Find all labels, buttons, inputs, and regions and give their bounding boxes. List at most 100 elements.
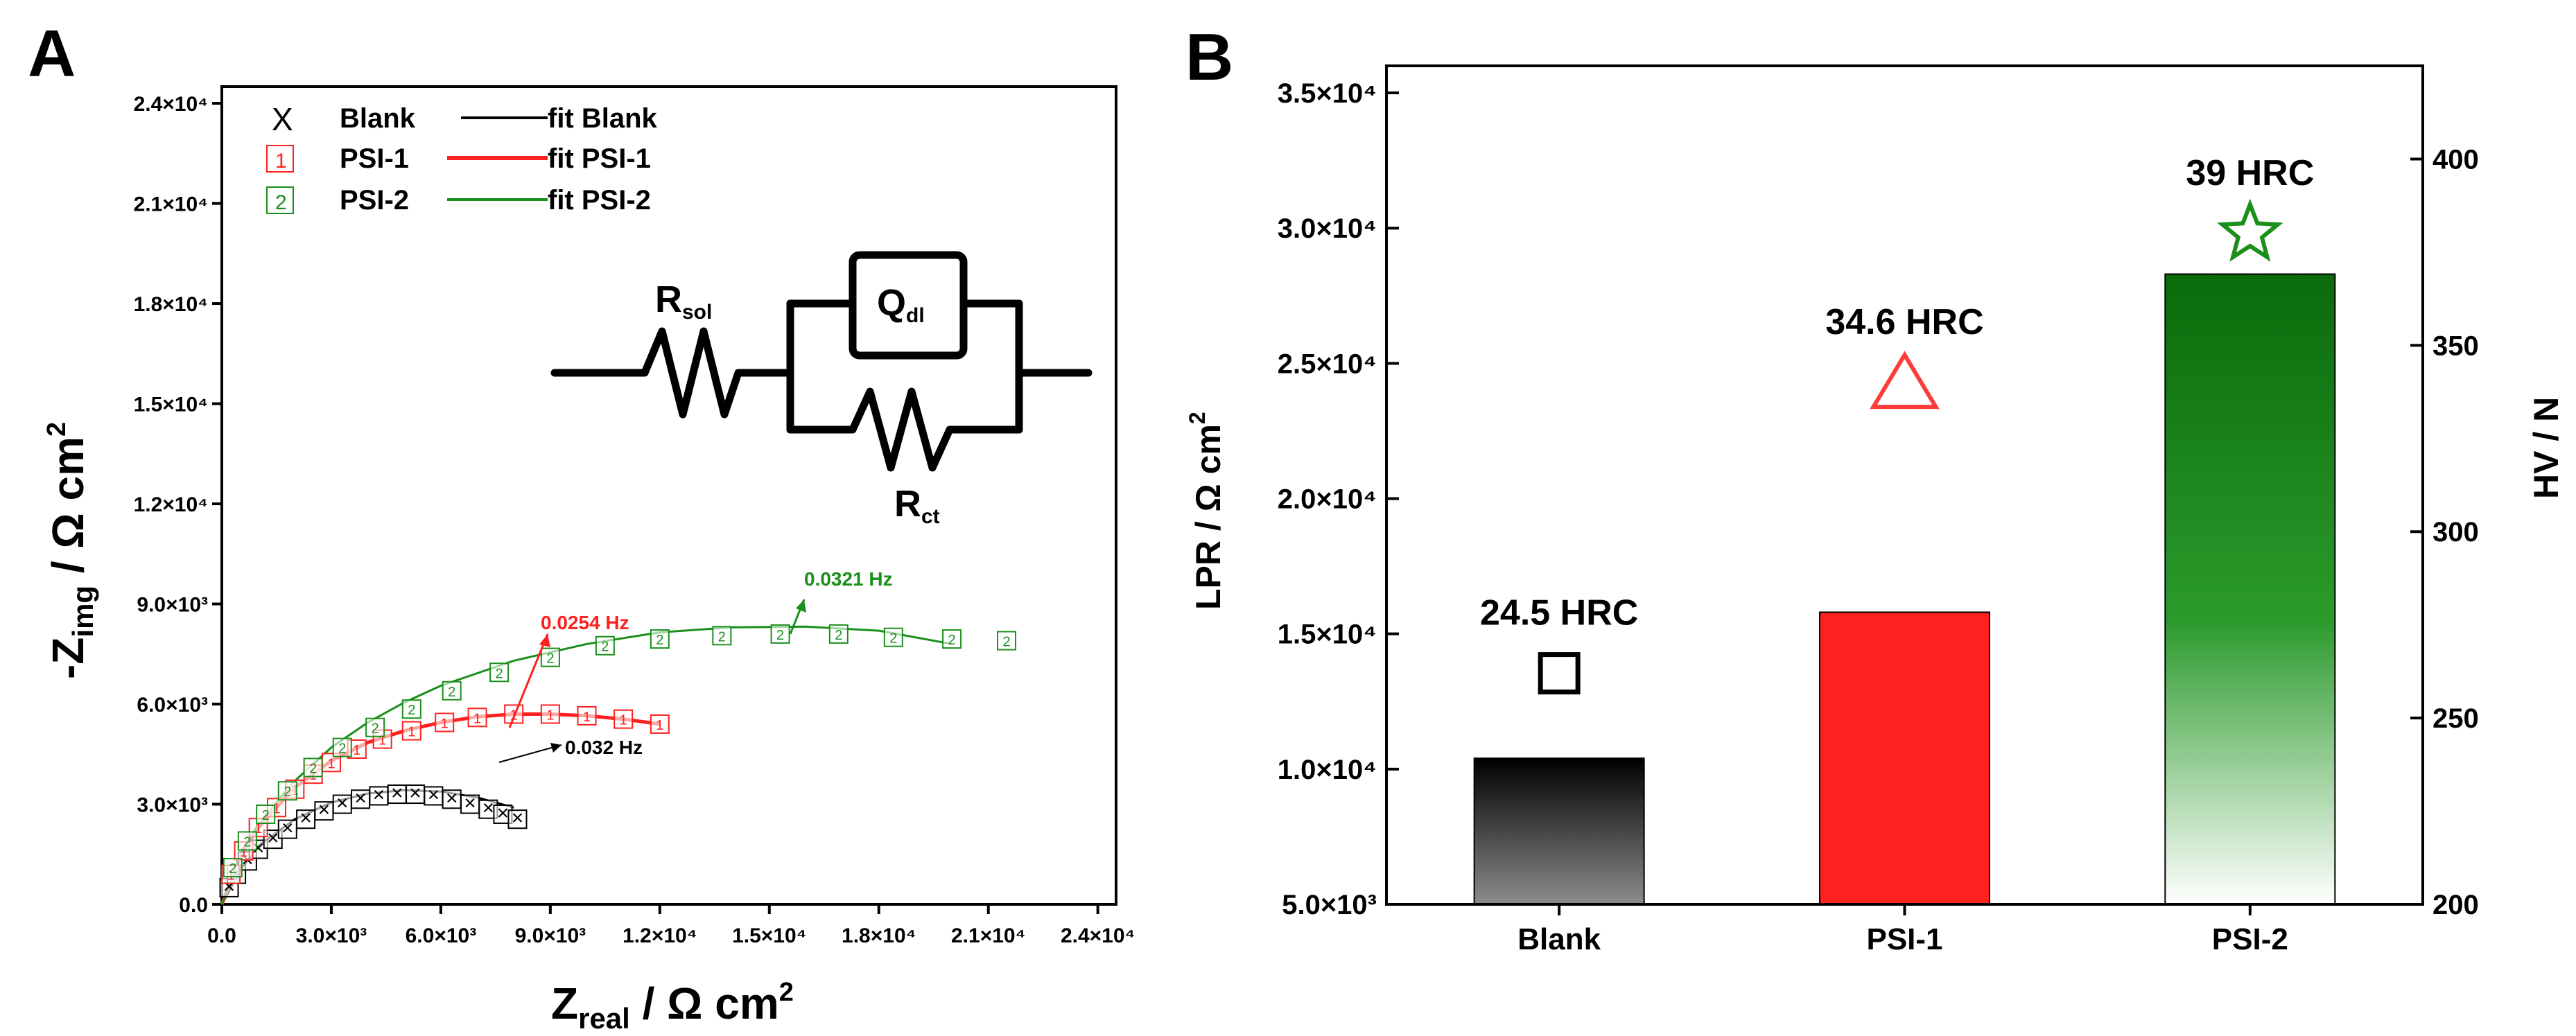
x-tick-label: 3.0×10³ bbox=[296, 924, 367, 947]
data-point-psi2: 2 bbox=[650, 629, 670, 649]
svg-text:×: × bbox=[281, 817, 294, 840]
svg-text:2: 2 bbox=[448, 685, 455, 700]
hardness-label: 34.6 HRC bbox=[1825, 302, 1983, 342]
bar-psi2 bbox=[2164, 273, 2336, 905]
y-tick-label: 6.0×10³ bbox=[137, 694, 208, 717]
panel-b-bar-chart: 5.0×10³ 1.0×10⁴ 1.5×10⁴ 2.0×10⁴ 2.5×10⁴ 3.0×1… bbox=[1185, 64, 2566, 956]
svg-text:2: 2 bbox=[338, 741, 346, 757]
x-tick-label: 2.1×10⁴ bbox=[951, 924, 1025, 947]
svg-text:×: × bbox=[464, 792, 476, 815]
freq-annotation-psi1: 0.0254 Hz bbox=[508, 612, 629, 728]
svg-text:×: × bbox=[373, 783, 385, 806]
data-point-psi2: 2 bbox=[595, 635, 615, 656]
left-y-tick-label: 2.5×10⁴ bbox=[1278, 349, 1377, 379]
svg-text:2: 2 bbox=[262, 808, 270, 823]
right-y-tick-label: 300 bbox=[2433, 517, 2479, 547]
data-point-psi1: 1 bbox=[504, 704, 524, 724]
circuit-rct-label: Rct bbox=[894, 483, 940, 528]
right-y-tick-label: 400 bbox=[2433, 144, 2479, 175]
hardness-label: 24.5 HRC bbox=[1480, 593, 1638, 633]
freq-label-psi2: 0.0321 Hz bbox=[804, 568, 893, 590]
svg-text:2: 2 bbox=[496, 666, 503, 681]
svg-text:2: 2 bbox=[948, 633, 955, 648]
y-tick-label: 0.0 bbox=[179, 894, 208, 917]
y-tick-label: 2.4×10⁴ bbox=[134, 93, 208, 116]
legend-marker-box-psi1 bbox=[266, 145, 294, 173]
svg-text:2: 2 bbox=[1002, 635, 1010, 650]
panel-b-hardness-markers: 24.5 HRC 34.6 HRC 39 HRC bbox=[1480, 153, 2314, 695]
x-tick-label: 0.0 bbox=[207, 924, 236, 947]
data-point-blank: × bbox=[507, 807, 528, 829]
data-point-blank: × bbox=[424, 783, 444, 806]
left-y-tick-label: 1.0×10⁴ bbox=[1278, 755, 1377, 785]
svg-text:2: 2 bbox=[229, 861, 236, 877]
x-tick-label: 1.5×10⁴ bbox=[732, 924, 806, 947]
legend-entry-psi2: 2 PSI-2 fit PSI-2 bbox=[266, 185, 651, 216]
y-tick-label: 9.0×10³ bbox=[137, 594, 208, 617]
right-y-tick-label: 350 bbox=[2433, 331, 2479, 361]
svg-text:1: 1 bbox=[353, 743, 360, 758]
circuit-rct-resistor bbox=[786, 387, 1023, 472]
svg-text:2: 2 bbox=[372, 721, 379, 737]
data-point-psi1: 1 bbox=[401, 721, 421, 741]
freq-annotation-psi2: 0.0321 Hz bbox=[789, 568, 893, 635]
left-y-tick-label: 5.0×10³ bbox=[1282, 890, 1377, 920]
svg-text:×: × bbox=[446, 787, 458, 809]
data-point-blank: × bbox=[314, 798, 334, 821]
svg-text:1: 1 bbox=[254, 821, 262, 836]
svg-text:2: 2 bbox=[601, 640, 609, 655]
svg-text:2: 2 bbox=[656, 633, 663, 648]
x-tick-label: 1.2×10⁴ bbox=[623, 924, 697, 947]
circuit-rsol-resistor bbox=[550, 327, 794, 419]
data-point-blank: × bbox=[351, 787, 371, 809]
svg-text:×: × bbox=[336, 792, 349, 815]
y-tick-label: 2.1×10⁴ bbox=[134, 193, 208, 216]
hardness-marker-triangle bbox=[1870, 351, 1940, 410]
data-point-blank: × bbox=[442, 787, 462, 809]
hardness-marker-star bbox=[2216, 198, 2283, 262]
panel-a-x-ticks: 0.0 3.0×10³ 6.0×10³ 9.0×10³ 1.2×10⁴ 1.5×10⁴ 1.… bbox=[207, 904, 1135, 947]
legend-marker-psi1: 1 bbox=[275, 150, 287, 173]
panel-b-letter: B bbox=[1185, 20, 1233, 94]
svg-text:2: 2 bbox=[546, 651, 554, 667]
data-point-blank: × bbox=[277, 817, 297, 840]
data-point-psi2: 2 bbox=[997, 631, 1017, 651]
data-point-psi2: 2 bbox=[712, 626, 732, 646]
legend-marker-psi2: 2 bbox=[275, 191, 287, 214]
panel-b-category-labels: Blank PSI-1 PSI-2 bbox=[1517, 904, 2288, 956]
left-y-tick-label: 3.0×10⁴ bbox=[1278, 213, 1377, 244]
panel-b-right-axis-title: HV / N bbox=[2527, 397, 2566, 499]
svg-text:×: × bbox=[354, 787, 367, 809]
y-tick-label: 1.5×10⁴ bbox=[134, 394, 208, 416]
freq-arrow-blank bbox=[498, 744, 562, 763]
data-point-blank: × bbox=[406, 782, 426, 805]
data-point-psi1: 1 bbox=[650, 714, 670, 734]
circuit-rsol-label: Rsol bbox=[655, 279, 712, 324]
left-y-tick-label: 3.5×10⁴ bbox=[1278, 78, 1377, 109]
data-point-blank: × bbox=[387, 782, 407, 805]
data-point-psi2: 2 bbox=[303, 757, 323, 778]
data-point-psi2: 2 bbox=[828, 624, 848, 644]
svg-text:1: 1 bbox=[272, 801, 280, 816]
data-point-psi2: 2 bbox=[237, 831, 257, 851]
panel-a-y-ticks: 0.0 3.0×10³ 6.0×10³ 9.0×10³ 1.2×10⁴ 1.5×10⁴ 1.… bbox=[134, 93, 222, 917]
right-y-tick-label: 200 bbox=[2433, 890, 2479, 920]
data-point-psi2: 2 bbox=[332, 737, 352, 757]
panel-b-bars bbox=[1473, 273, 2336, 906]
hardness-marker-square bbox=[1538, 652, 1581, 695]
freq-arrow-psi1 bbox=[508, 633, 549, 728]
data-point-psi2: 2 bbox=[277, 781, 297, 801]
data-point-psi1: 1 bbox=[467, 708, 487, 728]
svg-text:×: × bbox=[318, 798, 331, 821]
legend-fit-label-psi2: fit PSI-2 bbox=[548, 185, 651, 216]
category-label: Blank bbox=[1517, 922, 1601, 956]
svg-text:2: 2 bbox=[243, 834, 251, 850]
data-point-psi2: 2 bbox=[223, 858, 243, 878]
svg-text:×: × bbox=[409, 782, 421, 805]
x-tick-label: 9.0×10³ bbox=[515, 924, 586, 947]
data-point-psi2: 2 bbox=[883, 627, 903, 647]
freq-label-psi1: 0.0254 Hz bbox=[541, 612, 629, 633]
svg-text:2: 2 bbox=[284, 784, 291, 800]
panel-a-nyquist-plot: 0.0 3.0×10³ 6.0×10³ 9.0×10³ 1.2×10⁴ 1.5×10⁴ 1.… bbox=[42, 85, 1135, 1035]
